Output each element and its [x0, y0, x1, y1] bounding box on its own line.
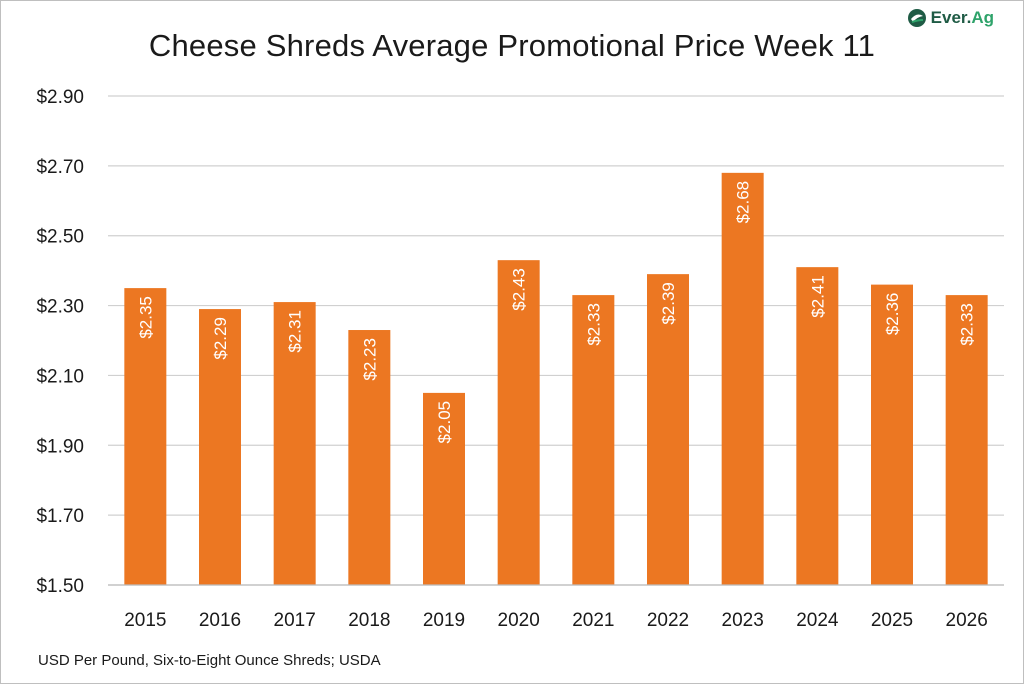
y-tick-label: $1.70 [36, 506, 84, 527]
x-tick-label: 2022 [647, 610, 689, 631]
brand-logo: Ever.Ag [907, 8, 994, 28]
bar [572, 295, 615, 585]
bar [647, 274, 689, 585]
x-tick-label: 2025 [871, 610, 913, 631]
bar [348, 330, 391, 585]
data-label: $2.29 [211, 317, 230, 360]
bar [497, 260, 540, 585]
logo-text: Ever.Ag [931, 8, 994, 28]
data-label: $2.41 [808, 275, 827, 318]
source-note: USD Per Pound, Six-to-Eight Ounce Shreds… [38, 652, 381, 669]
y-tick-label: $2.30 [36, 297, 84, 318]
bar [273, 302, 316, 585]
x-tick-label: 2021 [572, 610, 614, 631]
bar [945, 295, 988, 585]
y-tick-label: $2.10 [36, 366, 84, 387]
data-label: $2.33 [958, 303, 977, 346]
y-tick-label: $2.70 [36, 157, 84, 178]
data-label: $2.23 [360, 338, 379, 381]
data-label: $2.36 [883, 293, 902, 336]
bar [796, 267, 839, 585]
bar [124, 288, 167, 585]
data-label: $2.43 [510, 268, 529, 311]
x-tick-label: 2018 [348, 610, 390, 631]
y-tick-label: $1.50 [36, 576, 84, 597]
data-label: $2.68 [734, 181, 753, 224]
x-tick-label: 2019 [423, 610, 465, 631]
logo-brand: Ever. [930, 8, 972, 27]
data-label: $2.39 [659, 282, 678, 325]
x-tick-label: 2023 [722, 610, 764, 631]
leaf-icon [907, 9, 926, 27]
y-tick-label: $2.90 [36, 87, 84, 108]
bar [721, 172, 764, 586]
x-tick-label: 2020 [498, 610, 540, 631]
data-label: $2.33 [584, 303, 603, 346]
bar [871, 284, 913, 585]
x-tick-label: 2016 [199, 610, 241, 631]
x-tick-label: 2017 [274, 610, 316, 631]
logo-brand-suffix: Ag [971, 8, 994, 27]
bar [423, 392, 465, 585]
chart-title: Cheese Shreds Average Promotional Price … [148, 28, 876, 63]
data-label: $2.31 [286, 310, 305, 353]
data-label: $2.05 [435, 401, 454, 444]
x-tick-label: 2024 [796, 610, 839, 631]
data-label: $2.35 [136, 296, 155, 339]
bar [199, 309, 241, 585]
y-tick-label: $2.50 [36, 227, 84, 248]
x-tick-label: 2026 [946, 610, 988, 631]
x-tick-label: 2015 [124, 610, 166, 631]
y-tick-label: $1.90 [36, 436, 84, 457]
